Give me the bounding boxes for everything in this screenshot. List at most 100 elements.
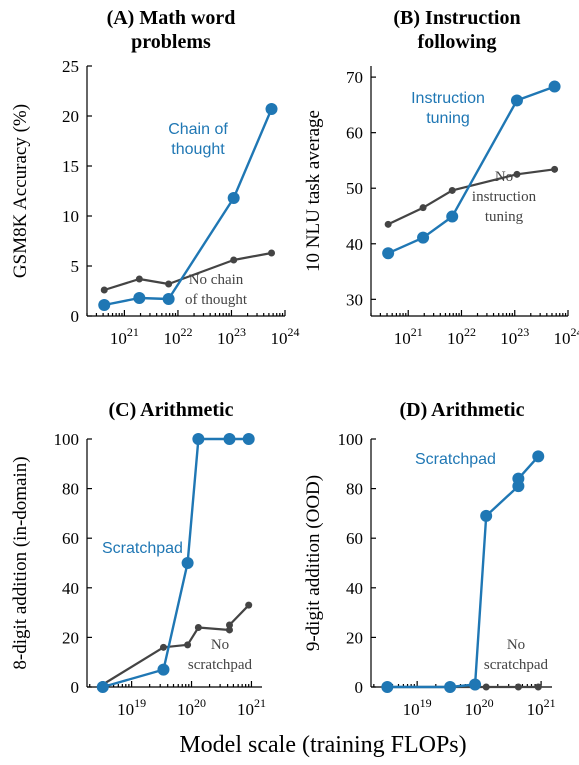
x-tick-label: 1024 bbox=[271, 325, 300, 348]
data-point bbox=[548, 80, 561, 93]
data-point bbox=[514, 683, 522, 691]
y-axis-label: 8-digit addition (in-domain) bbox=[10, 456, 31, 669]
y-tick-label: 20 bbox=[62, 628, 79, 647]
y-tick-label: 40 bbox=[346, 235, 363, 254]
y-axis-label: 10 NLU task average bbox=[303, 110, 324, 272]
y-tick-label: 70 bbox=[346, 68, 363, 87]
data-point bbox=[469, 678, 482, 691]
data-point bbox=[225, 621, 233, 629]
data-point bbox=[532, 450, 545, 463]
chart-title: following bbox=[418, 31, 497, 53]
y-tick-label: 60 bbox=[62, 529, 79, 548]
series-label: No scratchpad bbox=[484, 637, 549, 673]
chart-title: (A) Math word bbox=[107, 7, 236, 29]
series-label: No scratchpad bbox=[188, 637, 253, 673]
data-point bbox=[225, 626, 233, 634]
series-label: No instruction tuning bbox=[472, 169, 537, 225]
x-tick-label: 1019 bbox=[117, 696, 146, 719]
data-point bbox=[162, 293, 175, 305]
data-point bbox=[242, 433, 255, 445]
y-tick-label: 80 bbox=[346, 480, 363, 499]
y-tick-label: 15 bbox=[62, 157, 79, 176]
chart-title: problems bbox=[131, 31, 211, 53]
data-point bbox=[419, 204, 427, 212]
y-tick-label: 20 bbox=[62, 107, 79, 126]
chart-title: (C) Arithmetic bbox=[109, 399, 234, 421]
data-point bbox=[444, 681, 457, 693]
data-point bbox=[192, 433, 205, 445]
data-point bbox=[165, 280, 173, 288]
series-label: Scratchpad bbox=[415, 451, 496, 468]
x-tick-label: 1021 bbox=[527, 696, 556, 719]
y-axis-label: GSM8K Accuracy (%) bbox=[10, 104, 31, 278]
data-point bbox=[384, 220, 392, 228]
data-point bbox=[98, 299, 111, 311]
data-point bbox=[227, 192, 240, 204]
series-line bbox=[387, 85, 556, 255]
x-tick-label: 1024 bbox=[554, 325, 579, 348]
chart-title: (B) Instruction bbox=[393, 7, 520, 29]
y-tick-label: 30 bbox=[346, 290, 363, 309]
y-tick-label: 40 bbox=[62, 579, 79, 598]
data-point bbox=[448, 186, 456, 194]
data-point bbox=[446, 210, 459, 223]
y-axis-label: 9-digit addition (OOD) bbox=[303, 475, 324, 651]
x-tick-label: 1021 bbox=[237, 696, 266, 719]
y-tick-label: 25 bbox=[62, 57, 79, 76]
data-point bbox=[510, 94, 523, 107]
data-point bbox=[184, 641, 192, 649]
x-tick-label: 1019 bbox=[403, 696, 432, 719]
y-tick-label: 60 bbox=[346, 529, 363, 548]
x-tick-label: 1021 bbox=[110, 325, 139, 348]
series-label: Chain of thought bbox=[168, 121, 228, 158]
data-point bbox=[230, 256, 238, 264]
y-tick-label: 100 bbox=[54, 430, 80, 449]
x-tick-label: 1023 bbox=[500, 325, 529, 348]
data-point bbox=[159, 643, 167, 651]
x-tick-label: 1020 bbox=[177, 696, 206, 719]
series-label: No chain of thought bbox=[185, 272, 248, 308]
data-point bbox=[513, 170, 521, 178]
data-point bbox=[534, 683, 542, 691]
data-point bbox=[480, 509, 493, 522]
data-point bbox=[551, 165, 559, 173]
y-tick-label: 0 bbox=[355, 678, 364, 697]
data-point bbox=[512, 472, 525, 485]
data-point bbox=[133, 292, 146, 304]
data-point bbox=[223, 433, 236, 445]
data-point bbox=[268, 249, 276, 257]
x-tick-label: 1022 bbox=[447, 325, 476, 348]
x-tick-label: 1023 bbox=[217, 325, 246, 348]
data-point bbox=[482, 683, 490, 691]
chart-panel-2: (C) Arithmetic 0 20 40 60 80 100 1019 1020 1021 8-… bbox=[10, 399, 266, 719]
y-tick-label: 0 bbox=[71, 307, 80, 326]
y-tick-label: 80 bbox=[62, 480, 79, 499]
y-tick-label: 50 bbox=[346, 179, 363, 198]
data-point bbox=[135, 275, 143, 283]
y-tick-label: 100 bbox=[338, 430, 364, 449]
data-point bbox=[100, 286, 108, 294]
series-label: Scratchpad bbox=[102, 540, 183, 557]
data-point bbox=[157, 663, 170, 676]
series-label: Instruction tuning bbox=[411, 90, 485, 127]
y-tick-label: 10 bbox=[62, 207, 79, 226]
data-point bbox=[194, 623, 202, 631]
chart-title: (D) Arithmetic bbox=[400, 399, 525, 421]
data-point bbox=[382, 247, 395, 260]
x-tick-label: 1022 bbox=[163, 325, 192, 348]
data-point bbox=[417, 231, 430, 244]
y-tick-label: 20 bbox=[346, 628, 363, 647]
data-point bbox=[245, 601, 253, 609]
x-tick-label: 1020 bbox=[465, 696, 494, 719]
y-tick-label: 5 bbox=[71, 257, 80, 276]
chart-panel-3: (D) Arithmetic 0 20 40 60 80 100 1019 1020 1021 9-… bbox=[303, 399, 556, 719]
data-point bbox=[181, 557, 194, 569]
data-point bbox=[381, 681, 394, 693]
y-tick-label: 60 bbox=[346, 124, 363, 143]
data-point bbox=[265, 103, 278, 115]
y-tick-label: 0 bbox=[71, 678, 80, 697]
data-point bbox=[96, 681, 109, 693]
